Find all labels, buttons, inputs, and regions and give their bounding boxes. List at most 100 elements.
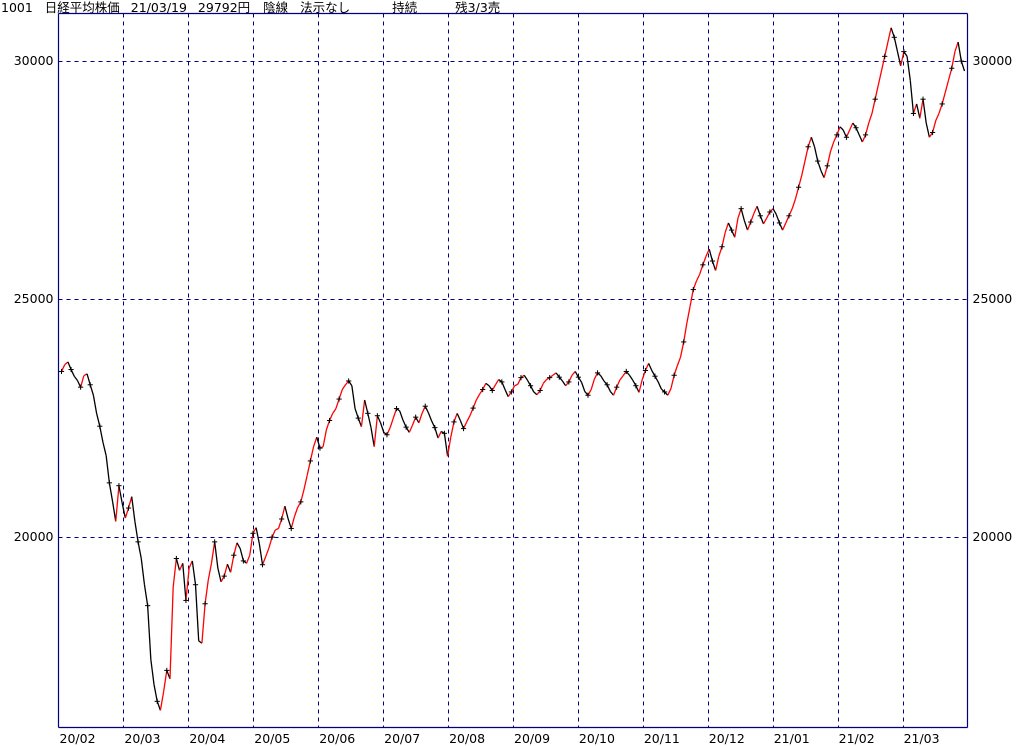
price-segment [539, 383, 544, 391]
price-marker [269, 534, 275, 540]
price-segment [220, 575, 225, 583]
price-marker [87, 382, 93, 388]
price-segment [275, 527, 279, 531]
price-segment [938, 103, 943, 114]
price-segment [727, 222, 733, 231]
price-marker [604, 382, 610, 388]
price-segment [456, 413, 461, 421]
price-segment [842, 129, 848, 138]
x-axis-label: 20/10 [578, 730, 615, 746]
price-segment [807, 137, 812, 147]
price-marker [499, 379, 505, 385]
price-marker [719, 244, 725, 250]
price-segment [418, 413, 423, 424]
price-segment [759, 215, 765, 225]
price-marker [145, 603, 151, 609]
price-marker [805, 144, 811, 150]
price-segment [102, 442, 107, 456]
price-segment [514, 383, 519, 387]
price-segment [453, 413, 458, 423]
price-segment [813, 146, 819, 162]
price-segment [947, 68, 953, 81]
price-segment [105, 455, 111, 483]
price-segment [153, 684, 158, 702]
price-segment [648, 363, 653, 371]
price-segment [261, 556, 267, 565]
price-segment [504, 389, 509, 397]
price-segment [341, 384, 347, 390]
price-segment [922, 99, 927, 124]
price-segment [871, 99, 876, 114]
price-marker [106, 480, 112, 486]
price-marker [422, 403, 428, 409]
price-segment [268, 536, 273, 549]
price-segment [711, 260, 717, 271]
price-segment [667, 388, 672, 396]
price-marker [135, 539, 141, 545]
price-segment [957, 41, 962, 62]
price-segment [571, 371, 576, 376]
price-marker [690, 286, 696, 293]
price-segment [99, 426, 104, 443]
price-segment [271, 529, 276, 538]
price-segment [89, 384, 95, 396]
price-segment [140, 558, 146, 585]
price-segment [466, 415, 471, 423]
price-marker [901, 48, 907, 55]
price-segment [95, 413, 101, 427]
price-segment [593, 372, 599, 380]
price-segment [485, 382, 490, 387]
price-segment [555, 372, 560, 378]
price-marker [508, 389, 514, 395]
price-marker [250, 530, 256, 536]
price-segment [529, 385, 535, 393]
price-marker [642, 367, 649, 374]
price-segment [421, 405, 426, 414]
price-segment [431, 420, 436, 428]
x-axis-label: 20/08 [449, 730, 486, 746]
price-segment [791, 198, 797, 209]
price-segment [402, 419, 407, 428]
price-segment [769, 208, 774, 213]
price-marker [307, 458, 313, 464]
price-line-series [60, 27, 966, 711]
price-segment [868, 113, 873, 124]
price-segment [619, 375, 624, 381]
price-segment [654, 375, 659, 383]
price-marker [58, 368, 65, 375]
price-segment [469, 407, 474, 416]
price-segment [249, 533, 254, 556]
price-marker [709, 258, 716, 264]
price-segment [434, 427, 439, 439]
grid-horizontal-lines [58, 61, 968, 538]
price-segment [931, 120, 937, 133]
x-axis-label: 21/02 [838, 730, 875, 746]
price-marker [939, 101, 945, 107]
price-segment [411, 416, 417, 426]
header-stock-name: 日経平均株価 [44, 0, 120, 15]
price-segment [906, 56, 911, 81]
price-segment [718, 246, 723, 257]
price-segment [134, 521, 139, 542]
price-segment [526, 379, 532, 387]
price-segment [194, 584, 200, 641]
price-marker [97, 423, 103, 429]
price-segment [482, 383, 487, 390]
price-segment [724, 222, 729, 233]
price-segment [778, 222, 784, 231]
price-segment [357, 417, 363, 427]
price-segment [316, 436, 321, 449]
price-segment [657, 381, 662, 390]
price-marker [460, 425, 467, 432]
price-segment [293, 507, 299, 517]
price-segment [111, 501, 117, 522]
price-segment [223, 564, 229, 577]
price-segment [437, 431, 442, 439]
price-marker [575, 374, 582, 380]
price-marker [288, 525, 294, 532]
price-segment [226, 563, 232, 573]
price-segment [558, 376, 563, 382]
price-marker [681, 339, 687, 345]
price-segment [233, 542, 238, 556]
